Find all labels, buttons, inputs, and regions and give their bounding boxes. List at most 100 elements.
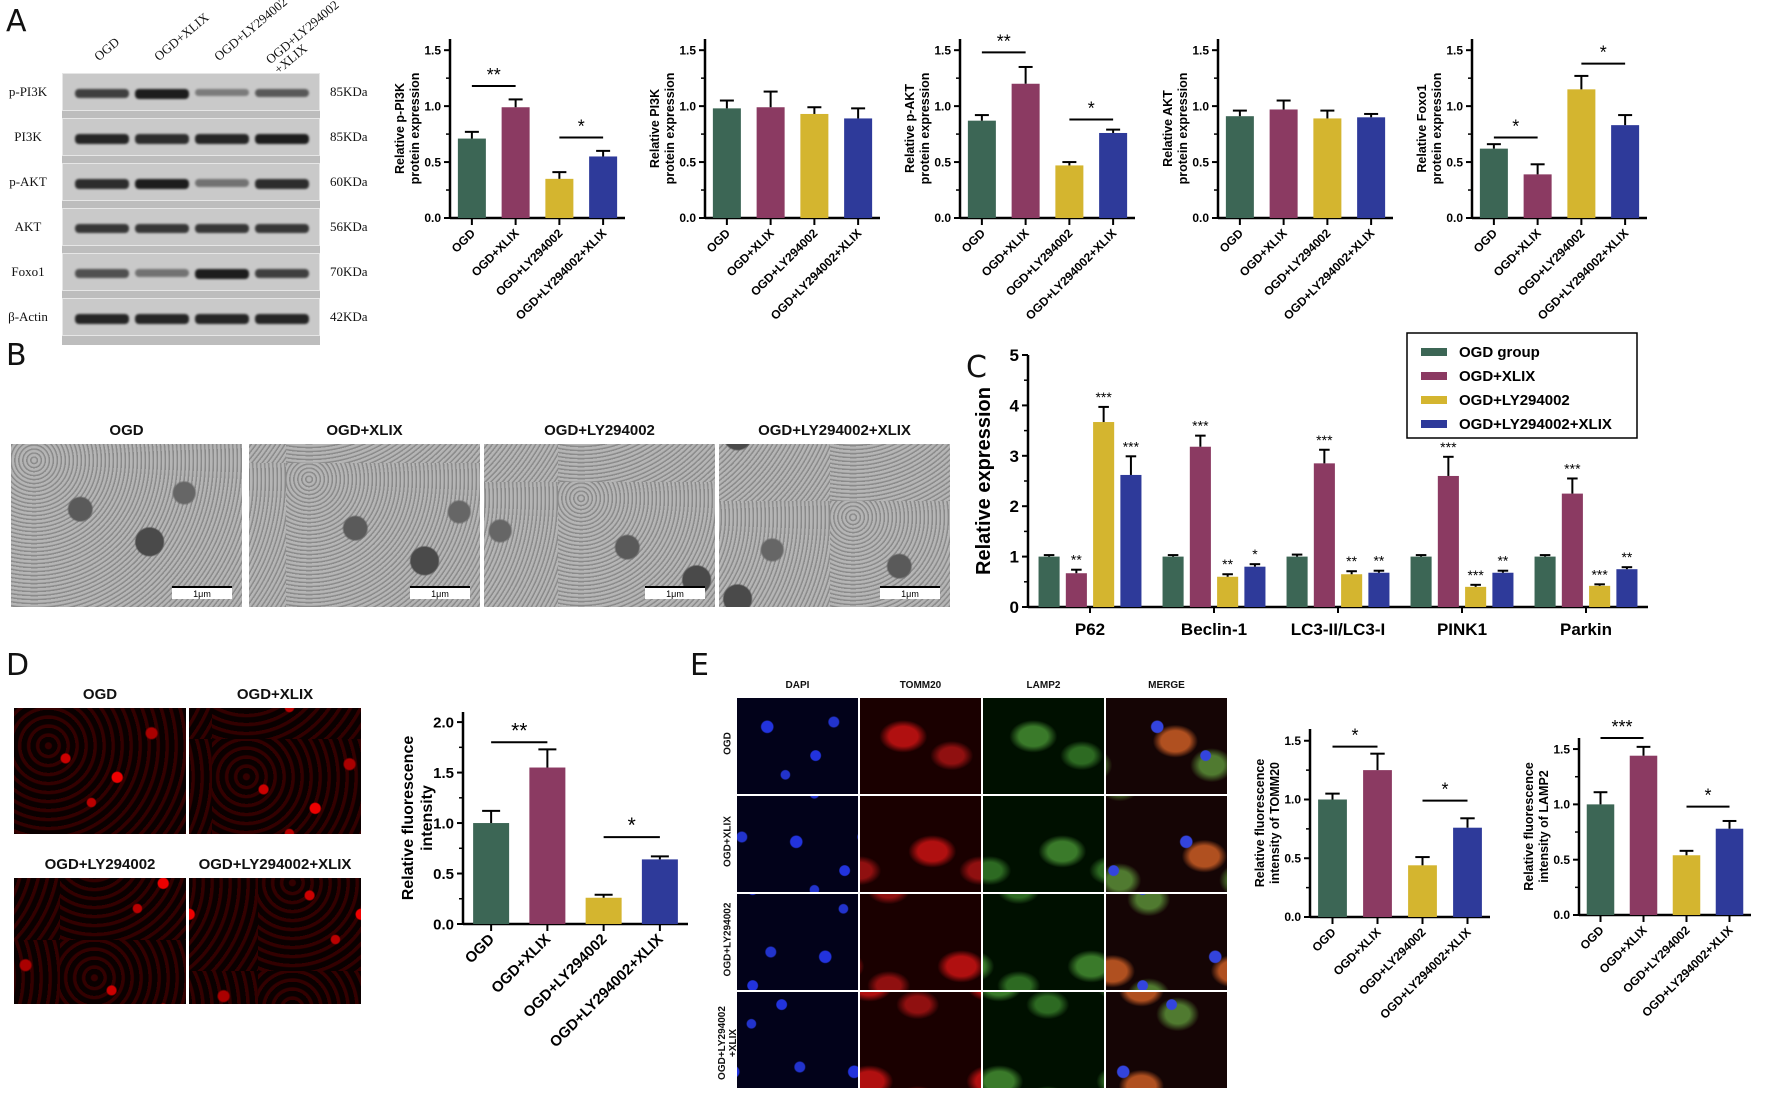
fluorescence-image-merge: [1106, 698, 1227, 794]
protein-band: [255, 224, 309, 234]
blot-row-label: Foxo1: [11, 264, 45, 279]
y-tick-label: 0.5: [1553, 853, 1570, 867]
y-axis-label-line: Relative Foxo1: [1415, 84, 1429, 172]
protein-band: [135, 314, 189, 324]
em-micrograph: 1μm: [11, 444, 242, 607]
y-axis-label-line: protein expression: [1176, 73, 1190, 185]
y-tick-label: 0.5: [1192, 155, 1209, 169]
panel-letter-d: D: [6, 648, 30, 683]
y-axis-label: Relative fluorescenceintensity of LAMP2: [1522, 762, 1551, 891]
bar: [1629, 755, 1658, 915]
y-tick-label: 1.0: [1192, 99, 1209, 113]
protein-band: [135, 89, 189, 99]
em-micrograph: 1μm: [249, 444, 480, 607]
fluorescence-image-dapi: [737, 894, 858, 990]
fluorescence-image-title: OGD+LY294002: [44, 856, 156, 873]
blot-row: [62, 208, 320, 246]
fluorescence-image: [14, 708, 186, 834]
y-axis-label-line: Relative fluorescence: [1253, 759, 1267, 888]
y-axis-label: Relative PI3Kprotein expression: [648, 73, 677, 185]
significance-marker: *: [1512, 116, 1519, 136]
x-tick-label: Beclin-1: [1181, 620, 1247, 639]
em-image-title: OGD+XLIX: [326, 422, 403, 439]
fluorescence-image-title: OGD: [82, 686, 118, 703]
blot-kda-label: 56KDa: [330, 219, 368, 234]
x-tick-label: OGD: [449, 226, 478, 255]
significance-marker: **: [1497, 553, 1508, 569]
significance-marker: ***: [1611, 717, 1632, 737]
fluorescence-image-title: OGD+XLIX: [236, 686, 314, 703]
bar: [1093, 422, 1115, 607]
bar: [967, 120, 996, 218]
panel-letter-e: E: [690, 648, 709, 683]
protein-band: [255, 314, 309, 324]
blot-row-label: p-AKT: [9, 174, 47, 189]
x-tick-label: OGD+LY294002+XLIX: [768, 226, 864, 322]
bar: [800, 113, 829, 218]
significance-marker: *: [1600, 43, 1607, 63]
bar: [1341, 574, 1363, 607]
bar-chart-D: 0.0 0.5 1.0 1.5 2.0 Relative fluorescence inte…: [400, 712, 688, 1051]
bar: [1561, 493, 1583, 607]
legend-label: OGD+XLIX: [1459, 368, 1535, 385]
y-tick-label: 1: [1010, 548, 1019, 567]
scale-bar: 1μm: [880, 586, 940, 599]
protein-band: [195, 134, 249, 144]
x-tick-label: Parkin: [1560, 620, 1612, 639]
y-tick-label: 0.0: [433, 916, 454, 933]
protein-band: [135, 179, 189, 189]
significance-marker: **: [487, 65, 501, 85]
x-tick-label: PINK1: [1437, 620, 1487, 639]
panel-letter-c: C: [966, 350, 987, 385]
y-axis-label-line: Relative fluorescence: [1522, 762, 1536, 891]
bar: [756, 107, 785, 218]
protein-band: [195, 224, 249, 234]
y-axis-label-line: protein expression: [663, 73, 677, 185]
fluorescence-image-lamp: [983, 796, 1104, 892]
blot-kda-label: 85KDa: [330, 129, 368, 144]
bar: [1586, 804, 1615, 915]
y-axis-label-line: intensity: [419, 785, 436, 851]
bar: [1492, 572, 1514, 607]
bar: [1611, 125, 1640, 218]
y-tick-label: 1.0: [934, 99, 951, 113]
protein-band: [75, 314, 129, 324]
y-axis-label-line: Relative fluorescence: [400, 736, 417, 901]
bar: [1368, 572, 1390, 607]
legend-swatch: [1421, 396, 1447, 404]
significance-marker: ***: [1123, 438, 1140, 454]
channel-column-header: MERGE: [1148, 680, 1185, 691]
significance-marker: ***: [1095, 389, 1112, 405]
bar: [1357, 117, 1386, 218]
scale-bar: 1μm: [172, 586, 232, 599]
blot-row-label: p-PI3K: [8, 84, 48, 99]
bar: [712, 108, 741, 218]
x-tick-label: OGD+LY294002+XLIX: [1377, 925, 1473, 1021]
fluorescence-image-merge: [1106, 992, 1227, 1088]
blot-row-label: PI3K: [14, 129, 42, 144]
bar: [1715, 828, 1744, 915]
y-tick-label: 1.5: [1192, 43, 1209, 57]
x-tick-label: OGD+LY294002+XLIX: [1023, 226, 1119, 322]
y-tick-label: 1.5: [934, 43, 951, 57]
fluorescence-image-tomm: [860, 796, 981, 892]
blot-row: [62, 163, 320, 201]
legend-label: OGD+LY294002+XLIX: [1459, 416, 1612, 433]
legend-swatch: [1421, 420, 1447, 428]
bar: [844, 118, 873, 218]
bar: [1286, 556, 1308, 607]
significance-marker: ***: [1467, 567, 1484, 583]
bar: [585, 897, 622, 924]
fluorescence-image-lamp: [983, 992, 1104, 1088]
y-axis-label: Relative AKTprotein expression: [1161, 73, 1190, 185]
fluorescence-image-dapi: [737, 992, 858, 1088]
significance-marker: *: [1088, 99, 1095, 119]
y-tick-label: 1.5: [1553, 742, 1570, 756]
y-tick-label: 0.0: [424, 211, 441, 225]
y-tick-label: 1.0: [424, 99, 441, 113]
x-tick-label: OGD: [1577, 923, 1606, 952]
x-tick-label: OGD+LY294002+XLIX: [547, 931, 667, 1051]
x-tick-label: P62: [1075, 620, 1105, 639]
y-tick-label: 0.0: [1553, 908, 1570, 922]
y-tick-label: 4: [1010, 396, 1020, 415]
